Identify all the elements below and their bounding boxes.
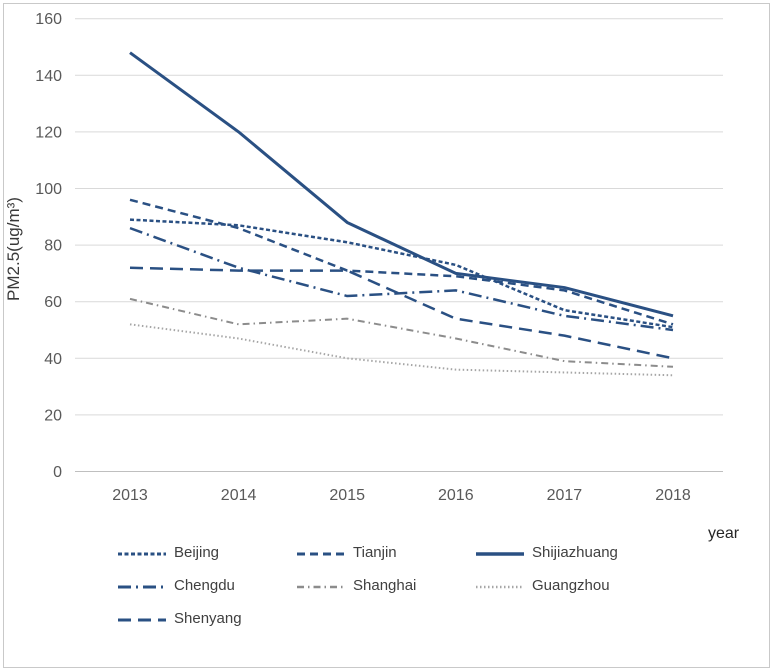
legend-item-guangzhou: Guangzhou: [476, 569, 655, 602]
legend-swatch-line: [476, 585, 524, 588]
legend-item-shenyang: Shenyang: [118, 602, 297, 635]
x-tick-label-2017: 2017: [547, 487, 583, 504]
legend-label: Guangzhou: [532, 577, 610, 594]
chart-legend: Beijing Tianjin Shijiazhuang Chengdu Sha…: [118, 536, 698, 635]
legend-item-tianjin: Tianjin: [297, 536, 476, 569]
chengdu-line-swatch-icon: [118, 580, 166, 592]
x-tick-label-2013: 2013: [112, 487, 148, 504]
tianjin-line-swatch-icon: [297, 547, 345, 559]
y-tick-label-60: 60: [44, 294, 62, 311]
legend-swatch-line: [118, 552, 166, 555]
y-tick-label-20: 20: [44, 407, 62, 424]
legend-label: Shanghai: [353, 577, 417, 594]
legend-item-chengdu: Chengdu: [118, 569, 297, 602]
x-tick-label-2016: 2016: [438, 487, 474, 504]
legend-swatch-line: [118, 585, 166, 588]
legend-label: Shenyang: [174, 610, 242, 627]
legend-item-beijing: Beijing: [118, 536, 297, 569]
shanghai-line-swatch-icon: [297, 580, 345, 592]
legend-item-shijiazhuang: Shijiazhuang: [476, 536, 655, 569]
series-line-chengdu: [129, 226, 674, 332]
series-line-shijiazhuang: [129, 51, 674, 318]
x-tick-label-2015: 2015: [329, 487, 365, 504]
series-line-guangzhou: [129, 323, 674, 377]
y-tick-label-160: 160: [35, 11, 62, 28]
legend-label: Shijiazhuang: [532, 544, 618, 561]
chart-outer-border: [3, 3, 770, 668]
legend-swatch-line: [297, 552, 345, 555]
y-tick-label-120: 120: [35, 124, 62, 141]
y-tick-label-140: 140: [35, 68, 62, 85]
y-tick-label-0: 0: [53, 464, 62, 481]
y-tick-label-40: 40: [44, 351, 62, 368]
legend-label: Beijing: [174, 544, 220, 561]
x-axis-title: year: [708, 525, 740, 542]
legend-swatch-line: [476, 551, 524, 556]
legend-swatch-line: [118, 618, 166, 621]
legend-item-shanghai: Shanghai: [297, 569, 476, 602]
y-tick-label-100: 100: [35, 181, 62, 198]
x-tick-label-2014: 2014: [221, 487, 257, 504]
guangzhou-line-swatch-icon: [476, 580, 524, 592]
series-line-tianjin: [129, 198, 674, 326]
y-tick-label-80: 80: [44, 238, 62, 255]
shijiazhuang-line-swatch-icon: [476, 547, 524, 559]
series-line-shanghai: [129, 297, 674, 368]
legend-swatch-line: [297, 585, 345, 588]
beijing-line-swatch-icon: [118, 547, 166, 559]
series-line-shenyang: [129, 266, 674, 360]
series-line-beijing: [129, 218, 674, 329]
shenyang-line-swatch-icon: [118, 613, 166, 625]
x-tick-label-2018: 2018: [655, 487, 691, 504]
legend-label: Chengdu: [174, 577, 235, 594]
legend-label: Tianjin: [353, 544, 397, 561]
y-axis-title: PM2.5(ug/m³): [4, 197, 23, 301]
